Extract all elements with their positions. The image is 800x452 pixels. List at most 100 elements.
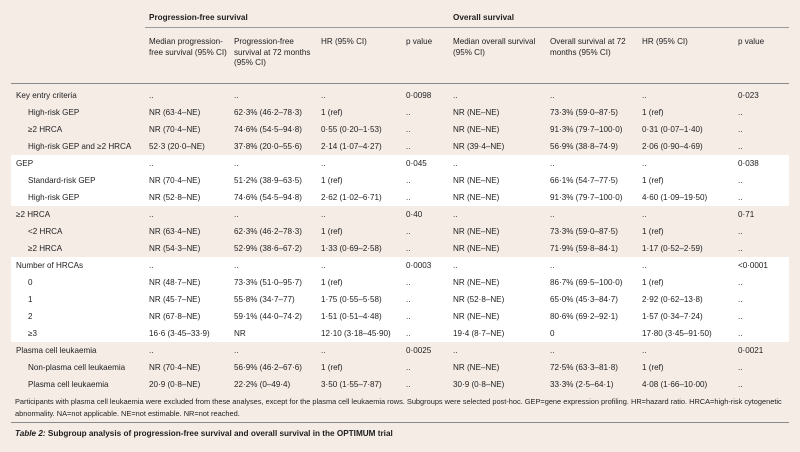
column-header: Progression-free survival at 72 months (… [230,27,317,84]
table-cell: 19·4 (8·7–NE) [449,325,546,342]
table-row: High-risk GEP and ≥2 HRCA 52·3 (20·0–NE) 3… [11,138,789,155]
table-cell: .. [734,308,789,325]
table-cell: 37·8% (20·0–55·6) [234,141,302,151]
table-cell: 0·038 [734,155,789,172]
table-cell: .. [734,274,789,291]
table-cell: .. [402,172,449,189]
caption-divider [11,422,789,423]
table-cell: 2·62 (1·02–6·71) [317,189,402,206]
os-group-header: Overall survival [449,8,789,28]
table-cell: .. [453,345,458,355]
table-cell: .. [638,257,734,274]
table-cell: 0·55 (0·20–1·53) [321,124,382,134]
table-cell: 0·0025 [406,345,432,355]
table-cell: .. [234,90,239,100]
table-cell: 55·8% (34·7–77) [230,291,317,308]
table-cell: 0·0003 [402,257,449,274]
table-cell: .. [406,141,411,151]
table-cell: .. [406,124,411,134]
table-cell: .. [145,155,230,172]
table-cell: 52·9% (38·6–67·2) [234,243,302,253]
table-cell: 30·9 (0·8–NE) [453,379,505,389]
table-cell: 16·6 (3·45–33·9) [145,325,230,342]
table-cell: .. [738,243,743,253]
table-cell: 2·92 (0·62–13·8) [638,291,734,308]
table-cell: 1 (ref) [321,226,343,236]
column-header: HR (95% CI) [317,27,402,84]
table-cell: NR (48·7–NE) [145,274,230,291]
table-title: Subgroup analysis of progression-free su… [45,429,393,438]
table-cell: 17·80 (3·45–91·50) [638,325,734,342]
table-cell: 1·75 (0·55–5·58) [317,291,402,308]
table-cell: 52·3 (20·0–NE) [149,141,205,151]
table-cell: 2·14 (1·07–4·27) [321,141,382,151]
table-cell: NR (NE–NE) [449,274,546,291]
table-cell: .. [546,257,638,274]
table-cell: .. [738,124,743,134]
row-label: High-risk GEP [11,189,145,206]
table-cell: .. [149,209,154,219]
table-row: 2 NR (67·8–NE) 59·1% (44·0–74·2) 1·51 (0·51… [11,308,789,325]
table-cell: 22·2% (0–49·4) [234,379,291,389]
table-cell: .. [453,209,458,219]
table-cell: 1 (ref) [642,362,664,372]
table-row: Non-plasma cell leukaemia NR (70·4–NE) 56·… [11,359,789,376]
table-cell: 1 (ref) [638,274,734,291]
table-row: High-risk GEP NR (63·4–NE) 62·3% (46·2–78·… [11,104,789,121]
table-cell: NR (52·8–NE) [145,189,230,206]
row-label: Number of HRCAs [11,257,145,274]
table-cell: NR (54·3–NE) [149,243,201,253]
row-label: Plasma cell leukaemia [16,345,97,355]
table-cell: 0·0021 [738,345,764,355]
table-cell: 20·9 (0·8–NE) [149,379,201,389]
table-cell: NR (70·4–NE) [149,124,201,134]
table-cell: NR (39·4–NE) [453,141,505,151]
table-cell: 1·33 (0·69–2·58) [321,243,382,253]
table-cell: 0·31 (0·07–1·40) [642,124,703,134]
table-cell: .. [234,209,239,219]
table-cell: NR (NE–NE) [453,107,500,117]
table-cell: .. [402,189,449,206]
table-cell: 91·3% (79·7–100·0) [546,189,638,206]
table-cell: .. [321,345,326,355]
table-cell: .. [734,189,789,206]
table-cell: NR (70·4–NE) [145,172,230,189]
table-cell: 1 (ref) [321,362,343,372]
table-cell: 33·3% (2·5–64·1) [550,379,614,389]
table-cell: 12·10 (3·18–45·90) [317,325,402,342]
column-header: p value [734,27,789,84]
table-cell: .. [550,90,555,100]
table-cell: <0·0001 [734,257,789,274]
table-cell: .. [406,362,411,372]
table-cell: 1 (ref) [321,107,343,117]
table-cell: .. [149,90,154,100]
table-cell: .. [230,257,317,274]
table-cell: 0·71 [738,209,755,219]
table-row: <2 HRCA NR (63·4–NE) 62·3% (46·2–78·3) 1 (r… [11,223,789,240]
table-cell: 91·3% (79·7–100·0) [550,124,623,134]
row-label: ≥2 HRCA [28,243,63,253]
row-label: <2 HRCA [28,226,63,236]
column-header: HR (95% CI) [638,27,734,84]
table-cell: .. [738,141,743,151]
table-cell: .. [550,345,555,355]
table-cell: .. [402,308,449,325]
table-cell: .. [738,362,743,372]
table-cell: 71·9% (59·8–84·1) [550,243,618,253]
table-cell: NR (NE–NE) [449,308,546,325]
column-header: p value [402,27,449,84]
table-caption: Table 2: Subgroup analysis of progressio… [15,429,393,438]
table-cell: .. [546,155,638,172]
column-header: Median overall survival (95% CI) [449,27,546,84]
table-cell: 51·2% (38·9–63·5) [230,172,317,189]
table-cell: .. [317,257,402,274]
table-cell: .. [734,325,789,342]
table-cell: 1 (ref) [317,274,402,291]
row-label: Non-plasma cell leukaemia [28,362,126,372]
subgroup-header-row: Plasma cell leukaemia...... 0·0025...... 0… [11,342,789,359]
table-cell: 62·3% (46·2–78·3) [234,107,302,117]
table-page: Progression-free survival Overall surviv… [11,8,789,444]
table-cell: .. [453,90,458,100]
table-cell: NR (NE–NE) [453,243,500,253]
table-cell: 3·50 (1·55–7·87) [321,379,382,389]
